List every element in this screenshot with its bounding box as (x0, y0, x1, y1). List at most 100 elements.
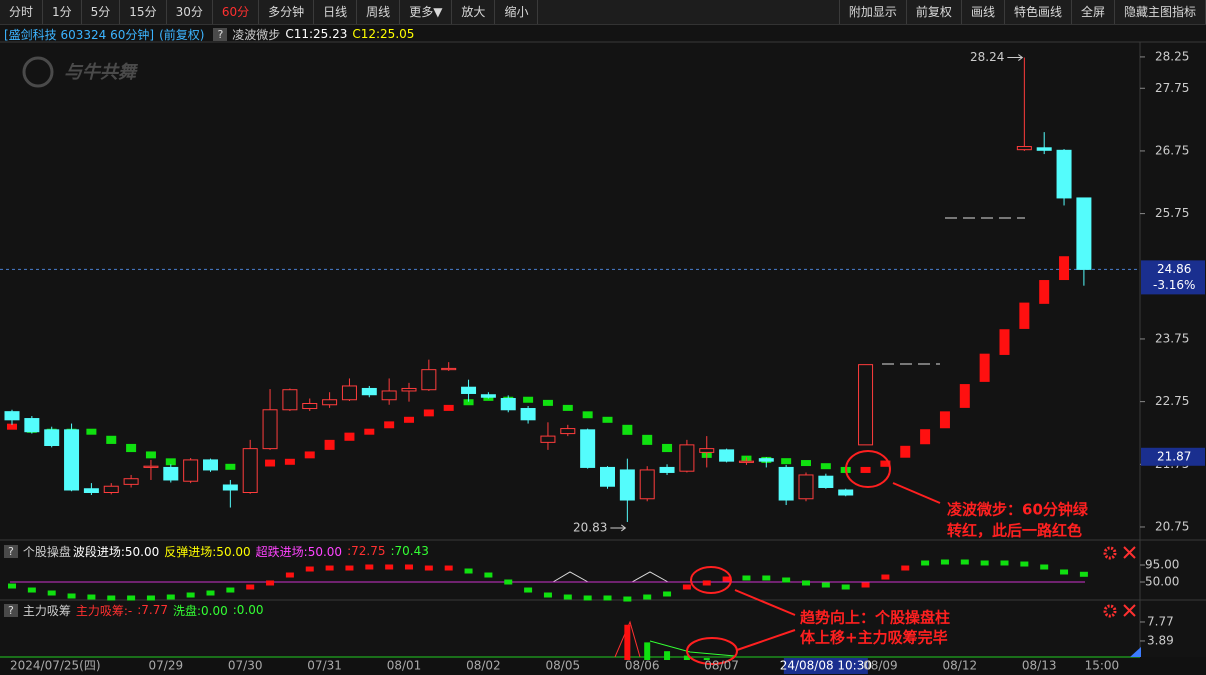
toolbar-button[interactable]: 全屏 (1072, 0, 1115, 24)
stock-name: [盛剑科技 603324 60分钟] (4, 27, 155, 42)
signal-block (542, 399, 553, 406)
panel-value: 反弹进场:50.00 (164, 544, 251, 559)
candle-body (44, 429, 60, 446)
candle-body (242, 448, 258, 494)
signal-block (265, 459, 276, 467)
toolbar-button[interactable]: 60分 (213, 0, 260, 24)
help[interactable]: ? (213, 27, 228, 41)
toolbar-button[interactable]: 1分 (43, 0, 82, 24)
signal-dash (266, 580, 275, 586)
y-tick-label: 23.75 (1155, 331, 1189, 345)
candle-body (262, 409, 278, 450)
toolbar-button[interactable]: 日线 (314, 0, 358, 24)
signal-dash (47, 590, 56, 596)
low-arrow (610, 524, 627, 532)
corner (1130, 647, 1141, 657)
adjust: (前复权) (159, 27, 205, 42)
signal-dash (722, 576, 731, 582)
candle-body (461, 386, 477, 394)
signal-block (920, 429, 931, 445)
candle-body (361, 387, 377, 396)
close-icon[interactable] (1123, 604, 1136, 617)
toolbar-button[interactable]: 特色画线 (1005, 0, 1072, 24)
toolbar-button[interactable]: 分时 (0, 0, 44, 24)
signal-dash (702, 580, 711, 586)
signal-dash (821, 582, 830, 588)
signal-block (900, 445, 911, 458)
bar (624, 624, 631, 660)
candle-body (341, 385, 357, 401)
candle-body (1076, 197, 1092, 270)
gear-icon[interactable] (1103, 604, 1117, 618)
signal-block (404, 416, 414, 423)
panel-value: :70.43 (390, 544, 429, 558)
toolbar: 分时 1分 5分 15分 30分 60分 多分钟 日线 周线 更多▼ 放大 缩小 附加显示 前复权 画线 特色… (0, 0, 1206, 25)
y-tick-label: 25.75 (1155, 206, 1189, 220)
signal-block (145, 451, 156, 459)
gear-icon[interactable] (1103, 546, 1117, 560)
panel-value: 波段进场:50.00 (72, 544, 160, 559)
toolbar-button[interactable]: 15分 (120, 0, 167, 24)
signal-block (364, 428, 375, 435)
toolbar-button[interactable]: 放大 (452, 0, 496, 24)
high-label: 28.24 (970, 50, 1004, 64)
help[interactable]: ? (4, 544, 18, 558)
signal-block (622, 424, 633, 435)
callout-line (892, 482, 941, 504)
panel3-header: ? 主力吸筹 主力吸筹:- :7.77 洗盘:0.00 :0.00 (4, 602, 264, 618)
toolbar-button[interactable]: 更多▼ (400, 0, 453, 24)
toolbar-button[interactable]: 缩小 (495, 0, 539, 24)
candle-body (719, 449, 735, 462)
signal-dash (1060, 569, 1069, 575)
help[interactable]: ? (4, 603, 18, 617)
candle-body (421, 369, 437, 391)
toolbar-left: 分时 1分 5分 15分 30分 60分 多分钟 日线 周线 更多▼ 放大 缩小 (0, 0, 539, 24)
candle-body (1056, 149, 1072, 199)
toolbar-button[interactable]: 周线 (357, 0, 401, 24)
x-tick-label: 08/06 (625, 659, 660, 673)
y-tick-label: 28.25 (1155, 49, 1189, 63)
signal-block (999, 329, 1010, 355)
panel-title: 主力吸筹 (22, 603, 71, 618)
panel-value: 主力吸筹:- (75, 603, 133, 618)
signal-block (86, 428, 97, 435)
signal-dash (385, 564, 394, 570)
x-tick-label: 2024/07/25(四) (10, 659, 101, 673)
panel2-header: ? 个股操盘 波段进场:50.00 反弹进场:50.00 超跌进场:50.00 … (4, 543, 429, 559)
toolbar-button[interactable]: 30分 (167, 0, 213, 24)
toolbar-button[interactable]: 5分 (82, 0, 121, 24)
candle-body (580, 429, 596, 468)
x-tick-label: 07/30 (228, 659, 263, 673)
close-icon[interactable] (1123, 546, 1136, 559)
signal-dash (921, 560, 930, 566)
signal-dash (246, 584, 255, 590)
highlight-ellipse (686, 637, 738, 665)
annotation: 转红，此后一路红色 (947, 522, 1082, 540)
signal-dash (524, 587, 533, 593)
signal-dash (8, 583, 16, 589)
candle-body (659, 466, 675, 473)
cursor-box (783, 658, 868, 674)
triangle (552, 571, 589, 583)
candle-body (143, 465, 159, 468)
signal-block (781, 458, 792, 465)
signal-dash (960, 559, 969, 565)
toolbar-button[interactable]: 多分钟 (259, 0, 315, 24)
signal-dash (663, 591, 672, 597)
toolbar-button[interactable]: 画线 (962, 0, 1005, 24)
candle-body (322, 399, 338, 406)
highlight-ellipse (845, 450, 891, 488)
candle-body (600, 466, 615, 487)
signal-dash (583, 595, 592, 601)
toolbar-button[interactable]: 附加显示 (840, 0, 907, 24)
toolbar-button[interactable]: 隐藏主图指标 (1115, 0, 1206, 24)
toolbar-button[interactable]: 前复权 (907, 0, 962, 24)
signal-dash (682, 584, 691, 590)
candle-body (520, 408, 536, 421)
signal-dash (206, 590, 215, 596)
signal-block (662, 443, 673, 453)
candle-body (203, 459, 218, 471)
x-tick-label: 08/07 (704, 659, 739, 673)
signal-dash (841, 584, 850, 590)
